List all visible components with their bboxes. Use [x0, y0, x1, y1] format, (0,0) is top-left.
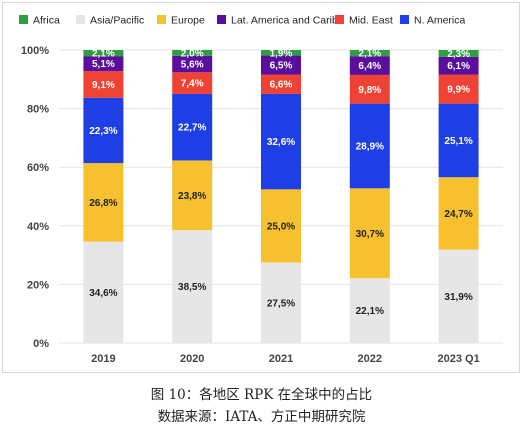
bar-segment [83, 50, 124, 57]
bar-stack: 27,5% 25,0% 32,6% 6,6% 6,5% 1,9% [261, 48, 301, 343]
data-label: 6,6% [270, 80, 293, 91]
stacked-bar-chart: Africa Asia/Pacific Europe Lat. America and… [19, 15, 503, 365]
bar-stack: 22,1% 30,7% 28,9% 9,8% 6,4%2,1% [349, 49, 390, 343]
data-label: 22,7% [178, 123, 206, 134]
bar-segment [261, 50, 301, 56]
data-label: 26,8% [89, 198, 117, 209]
bar-segment [172, 72, 213, 94]
bar-segment [261, 55, 301, 75]
bar-segment [349, 56, 390, 75]
legend-swatch [400, 15, 409, 24]
y-tick-label: 0% [33, 338, 49, 350]
bar-segment [172, 160, 213, 231]
figure-source: 数据来源：IATA、方正中期研究院 [157, 409, 366, 425]
data-label: 2,3% [447, 49, 470, 60]
x-tick-label: 2019 [91, 353, 115, 365]
x-axis: 2019 2020 2021 2022 2023 Q1 [91, 353, 480, 365]
bar-segment [172, 50, 213, 56]
x-tick-label: 2021 [269, 353, 293, 365]
bar-segment [438, 103, 479, 178]
bar-segment [261, 93, 301, 190]
x-tick-label: 2022 [358, 353, 382, 365]
legend-label: Mid. East [349, 15, 393, 27]
y-tick-label: 60% [27, 162, 49, 174]
data-label: 24,7% [444, 209, 472, 220]
bar-segment [349, 278, 390, 343]
data-label: 30,7% [356, 229, 384, 240]
data-label: 38,5% [178, 282, 206, 293]
data-label: 22,3% [89, 126, 117, 137]
data-label: 9,8% [358, 85, 381, 96]
data-label: 1,9% [270, 48, 293, 59]
bar-stack: 31,9% 24,7% 25,1% 9,9% 6,1%2,3% [438, 49, 479, 343]
data-label: 25,0% [267, 221, 295, 232]
bar-stack: 38,5% 23,8% 22,7% 7,4% 5,6%2,0% [172, 48, 213, 343]
bar-segment [349, 103, 390, 189]
bar-segment [83, 163, 124, 242]
legend-swatch [19, 15, 28, 24]
y-tick-label: 40% [27, 221, 49, 233]
x-tick-label: 2020 [180, 353, 204, 365]
data-label: 5,1% [92, 59, 115, 70]
data-label: 6,4% [358, 61, 381, 72]
data-label: 2,1% [358, 49, 381, 60]
data-label: 7,4% [181, 79, 204, 90]
data-label: 23,8% [178, 191, 206, 202]
data-label: 25,1% [444, 136, 472, 147]
bar-segment [261, 262, 301, 343]
data-label: 34,6% [89, 288, 117, 299]
bar-segment [349, 74, 390, 104]
bar-segment [438, 50, 479, 57]
bar-segment [172, 93, 213, 161]
bar-segment [172, 230, 213, 343]
data-label: 5,6% [181, 60, 204, 71]
figure-caption: 图 10：各地区 RPK 在全球中的占比 数据来源：IATA、方正中期研究院 [0, 384, 523, 428]
legend-label: N. America [414, 15, 466, 27]
legend-swatch [217, 15, 226, 24]
chart-legend: Africa Asia/Pacific Europe Lat. America and… [19, 15, 466, 27]
data-label: 2,0% [181, 48, 204, 59]
data-label: 6,1% [447, 61, 470, 72]
legend-swatch [157, 15, 166, 24]
data-label: 28,9% [356, 141, 384, 152]
bar-segment [83, 241, 124, 343]
data-label: 32,6% [267, 137, 295, 148]
chart-bars: 34,6%26,8%22,3%9,1%5,1%2,1%38,5%23,8%22,… [83, 48, 479, 343]
bar-segment [83, 71, 124, 98]
data-label: 2,1% [92, 49, 115, 60]
legend-swatch [76, 15, 85, 24]
bar-segment [438, 177, 479, 250]
bar-segment [83, 56, 124, 72]
y-tick-label: 100% [21, 45, 49, 57]
legend-label: Europe [171, 15, 205, 27]
y-axis: 0% 20% 40% 60% 80% 100% [21, 45, 49, 350]
chart-frame: Africa Asia/Pacific Europe Lat. America and… [2, 2, 520, 373]
bar-stack: 34,6% 26,8% 22,3% 9,1% 5,1%2,1% [83, 49, 124, 343]
bar-segment [438, 56, 479, 75]
legend-swatch [335, 15, 344, 24]
data-label: 31,9% [444, 292, 472, 303]
legend-label: Lat. America and Carib. [231, 15, 341, 27]
data-label: 22,1% [356, 306, 384, 317]
legend-label: Asia/Pacific [90, 15, 144, 27]
bar-segment [261, 74, 301, 94]
bar-segment [438, 74, 479, 104]
y-tick-label: 80% [27, 104, 49, 116]
bar-segment [438, 249, 479, 343]
data-label: 6,5% [270, 61, 293, 72]
legend-label: Africa [33, 15, 60, 27]
bar-segment [349, 188, 390, 279]
bar-segment [261, 189, 301, 263]
bar-segment [172, 55, 213, 73]
bar-segment [349, 50, 390, 57]
data-label: 27,5% [267, 298, 295, 309]
data-label: 9,9% [447, 85, 470, 96]
figure-title: 图 10：各地区 RPK 在全球中的占比 [150, 387, 373, 403]
data-label: 9,1% [92, 80, 115, 91]
y-tick-label: 20% [27, 279, 49, 291]
bar-segment [83, 97, 124, 164]
x-tick-label: 2023 Q1 [437, 353, 479, 365]
